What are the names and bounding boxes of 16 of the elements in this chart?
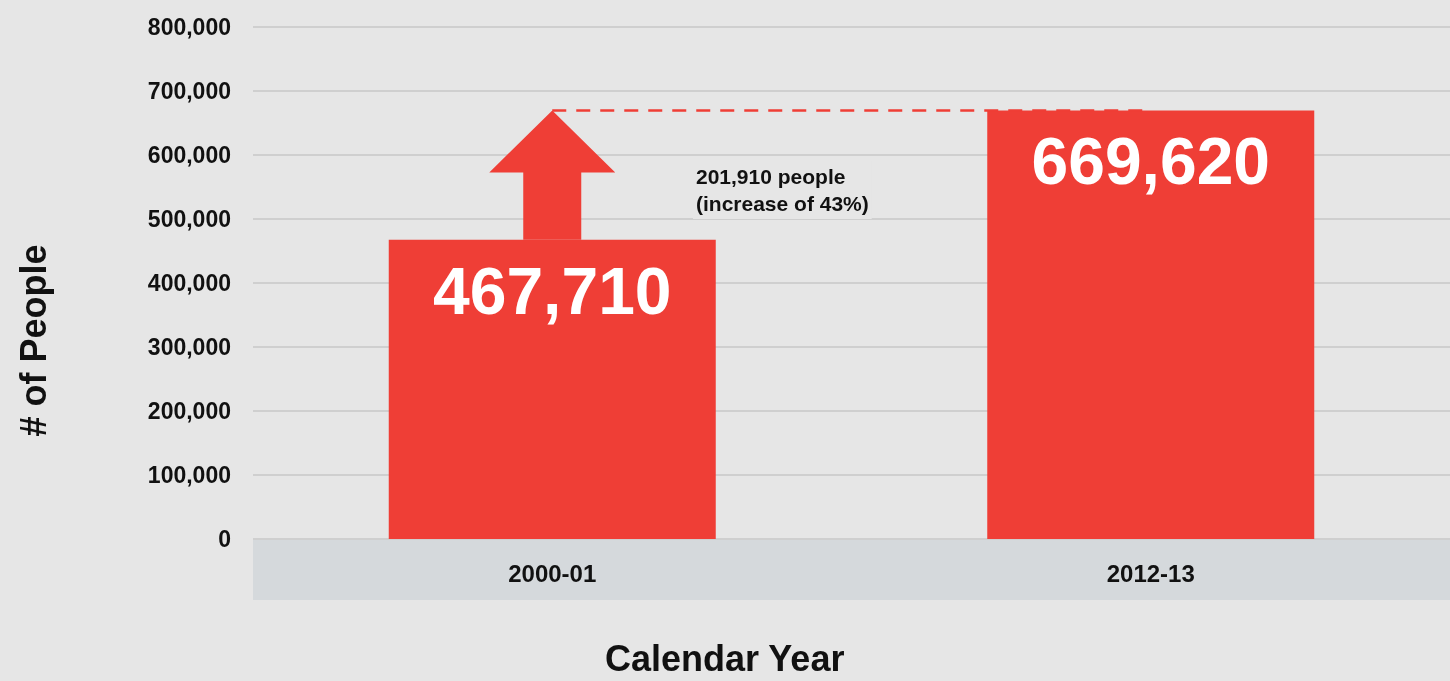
y-tick-label: 400,000 — [147, 270, 231, 296]
y-tick-label: 300,000 — [147, 334, 231, 360]
y-tick-label: 200,000 — [147, 398, 231, 424]
annotation: 201,910 people (increase of 43%) — [696, 165, 869, 215]
data-label: 467,710 — [432, 253, 672, 328]
y-axis-title: # of People — [12, 244, 54, 437]
x-tick-label: 2000-01 — [508, 559, 597, 587]
y-tick-label: 0 — [218, 526, 231, 552]
x-tick-label: 2012-13 — [1106, 559, 1195, 587]
y-tick-label: 500,000 — [147, 206, 231, 232]
y-tick-label: 700,000 — [147, 78, 231, 104]
y-tick-label: 800,000 — [147, 14, 231, 40]
data-label: 669,620 — [1031, 124, 1271, 199]
y-tick-label: 100,000 — [147, 462, 231, 488]
x-axis-title: Calendar Year — [604, 637, 845, 679]
y-tick-label: 600,000 — [147, 142, 231, 168]
